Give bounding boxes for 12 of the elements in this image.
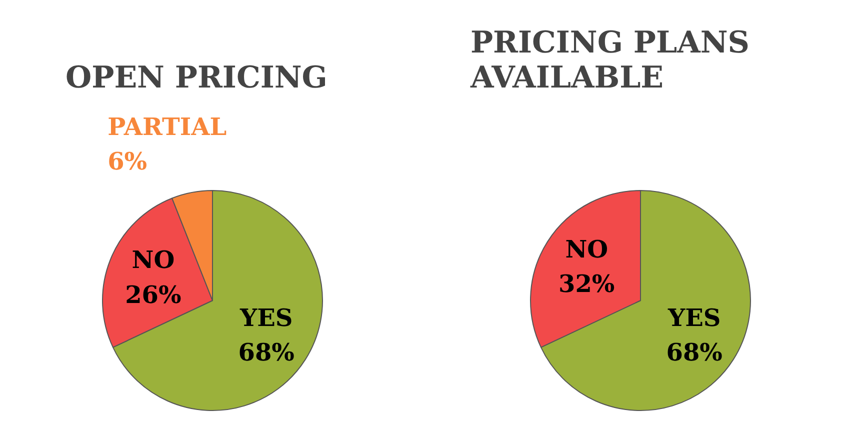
slice-label: YES — [666, 302, 721, 332]
data-label: 68% — [238, 338, 295, 367]
data-label: 26% — [125, 280, 182, 309]
slice-label: YES — [238, 302, 293, 332]
chart-title: PRICING PLANS AVAILABLE — [470, 26, 750, 96]
data-label: 6% — [108, 146, 148, 176]
chart-title: OPEN PRICING — [66, 60, 328, 96]
data-label: 68% — [666, 338, 723, 367]
slice-label: PARTIAL — [108, 112, 227, 141]
slice-label: NO — [132, 245, 175, 274]
slice-label: NO — [565, 234, 608, 264]
data-label: 32% — [558, 269, 615, 298]
